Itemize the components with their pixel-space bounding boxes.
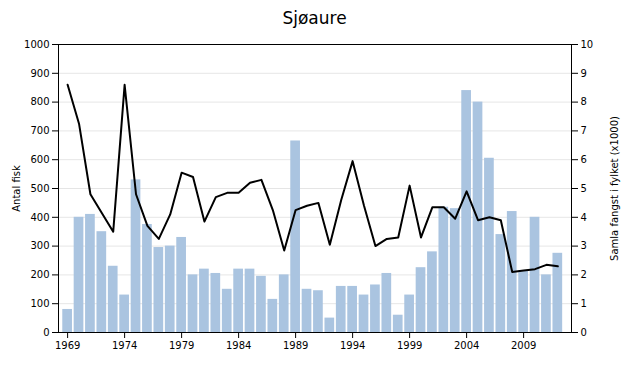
svg-text:1979: 1979	[169, 340, 194, 351]
svg-text:100: 100	[30, 298, 49, 309]
svg-text:10: 10	[581, 39, 594, 50]
svg-text:700: 700	[30, 125, 49, 136]
svg-text:1: 1	[581, 298, 587, 309]
svg-text:0: 0	[43, 327, 49, 338]
svg-text:0: 0	[581, 327, 587, 338]
svg-text:9: 9	[581, 68, 587, 79]
svg-text:800: 800	[30, 96, 49, 107]
svg-text:Antal fisk: Antal fisk	[11, 165, 22, 212]
svg-text:900: 900	[30, 68, 49, 79]
svg-text:1969: 1969	[55, 340, 80, 351]
svg-text:7: 7	[581, 125, 587, 136]
svg-text:2009: 2009	[511, 340, 536, 351]
svg-text:1974: 1974	[112, 340, 137, 351]
svg-text:300: 300	[30, 240, 49, 251]
svg-text:1999: 1999	[397, 340, 422, 351]
svg-text:400: 400	[30, 212, 49, 223]
svg-text:4: 4	[581, 212, 587, 223]
svg-text:2004: 2004	[454, 340, 479, 351]
svg-text:1989: 1989	[283, 340, 308, 351]
svg-text:1000: 1000	[24, 39, 49, 50]
svg-text:2: 2	[581, 269, 587, 280]
svg-text:1994: 1994	[340, 340, 365, 351]
html-text:Sjøaure: Sjøaure	[282, 8, 347, 28]
svg-text:600: 600	[30, 154, 49, 165]
svg-text:1984: 1984	[226, 340, 251, 351]
svg-text:Samla fangst i fylket (x1000): Samla fangst i fylket (x1000)	[609, 116, 620, 261]
svg-text:6: 6	[581, 154, 587, 165]
svg-text:5: 5	[581, 183, 587, 194]
svg-text:200: 200	[30, 269, 49, 280]
svg-text:8: 8	[581, 96, 587, 107]
svg-text:500: 500	[30, 183, 49, 194]
svg-text:3: 3	[581, 240, 587, 251]
